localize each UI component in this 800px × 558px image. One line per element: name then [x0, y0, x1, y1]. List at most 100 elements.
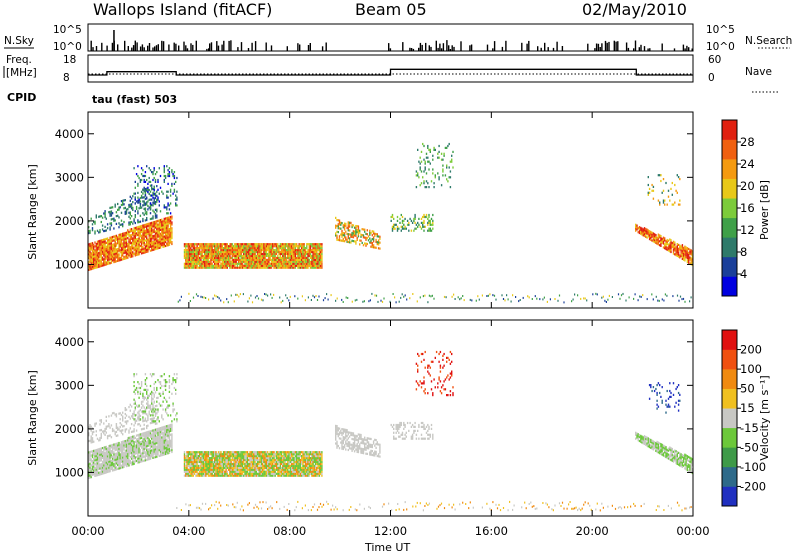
echo-cell: [92, 454, 93, 456]
echo-cell: [351, 236, 352, 238]
echo-cell: [151, 249, 152, 251]
echo-cell: [101, 419, 102, 421]
echo-cell: [122, 451, 123, 453]
echo-cell: [408, 224, 409, 226]
echo-cell: [249, 253, 250, 255]
echo-cell: [459, 298, 460, 300]
echo-cell: [135, 254, 136, 256]
echo-cell: [160, 439, 161, 441]
echo-cell: [214, 259, 215, 261]
echo-cell: [273, 259, 274, 261]
echo-cell: [430, 230, 431, 232]
echo-cell: [147, 443, 148, 445]
nsky-bar: [163, 41, 164, 51]
echo-cell: [154, 169, 155, 171]
echo-cell: [97, 262, 98, 264]
echo-cell: [151, 403, 152, 405]
echo-cell: [190, 251, 191, 253]
echo-cell: [126, 459, 127, 461]
echo-cell: [142, 393, 143, 395]
colorbar-swatch: [722, 218, 737, 238]
echo-cell: [130, 444, 131, 446]
echo-cell: [117, 256, 118, 258]
echo-cell: [171, 217, 172, 219]
echo-cell: [152, 435, 153, 437]
echo-cell: [122, 243, 123, 245]
echo-cell: [248, 247, 249, 249]
echo-cell: [199, 251, 200, 253]
echo-cell: [152, 429, 153, 431]
echo-cell: [166, 381, 167, 383]
echo-cell: [310, 261, 311, 263]
echo-cell: [446, 178, 447, 180]
echo-cell: [655, 234, 656, 236]
echo-cell: [137, 244, 138, 246]
echo-cell: [166, 245, 167, 247]
echo-cell: [402, 220, 403, 222]
echo-cell: [147, 451, 148, 453]
echo-cell: [152, 412, 153, 414]
echo-cell: [213, 259, 214, 261]
echo-cell: [641, 296, 642, 298]
echo-cell: [125, 429, 126, 431]
echo-cell: [674, 184, 675, 186]
nsky-bar: [178, 46, 179, 52]
echo-cell: [268, 245, 269, 247]
echo-cell: [236, 245, 237, 247]
echo-cell: [135, 199, 136, 201]
echo-cell: [160, 431, 161, 433]
echo-cell: [278, 249, 279, 251]
nsky-bar: [635, 41, 636, 52]
echo-cell: [146, 407, 147, 409]
echo-cell: [167, 427, 168, 429]
nsky-bar: [117, 44, 118, 51]
echo-cell: [142, 218, 143, 220]
echo-cell: [98, 448, 99, 450]
echo-cell: [678, 248, 679, 250]
echo-cell: [125, 240, 126, 242]
echo-cell: [279, 297, 280, 299]
echo-cell: [101, 457, 102, 459]
echo-cell: [224, 259, 225, 261]
echo-cell: [102, 228, 103, 230]
echo-cell: [252, 249, 253, 251]
echo-cell: [130, 211, 131, 213]
echo-cell: [189, 261, 190, 263]
echo-cell: [432, 224, 433, 226]
echo-cell: [225, 255, 226, 257]
echo-cell: [144, 208, 145, 210]
echo-cell: [188, 245, 189, 247]
echo-cell: [156, 171, 157, 173]
echo-cell: [150, 230, 151, 232]
echo-cell: [166, 195, 167, 197]
echo-cell: [362, 228, 363, 230]
echo-cell: [238, 247, 239, 249]
echo-cell: [121, 447, 122, 449]
echo-cell: [104, 238, 105, 240]
echo-cell: [316, 255, 317, 257]
echo-cell: [268, 253, 269, 255]
echo-cell: [421, 170, 422, 172]
echo-cell: [667, 241, 668, 243]
echo-cell: [449, 176, 450, 178]
echo-cell: [102, 259, 103, 261]
echo-cell: [97, 460, 98, 462]
echo-cell: [186, 257, 187, 259]
echo-cell: [232, 259, 233, 261]
echo-cell: [198, 263, 199, 265]
echo-cell: [252, 251, 253, 253]
echo-cell: [146, 239, 147, 241]
echo-cell: [113, 259, 114, 261]
echo-cell: [194, 257, 195, 259]
echo-cell: [106, 252, 107, 254]
echo-cell: [300, 263, 301, 265]
nsky-bar: [310, 43, 311, 51]
echo-cell: [156, 428, 157, 430]
echo-cell: [167, 169, 168, 171]
echo-cell: [198, 255, 199, 257]
echo-cell: [297, 263, 298, 265]
echo-cell: [96, 469, 97, 471]
echo-cell: [237, 259, 238, 261]
echo-cell: [131, 203, 132, 205]
echo-cell: [155, 381, 156, 383]
